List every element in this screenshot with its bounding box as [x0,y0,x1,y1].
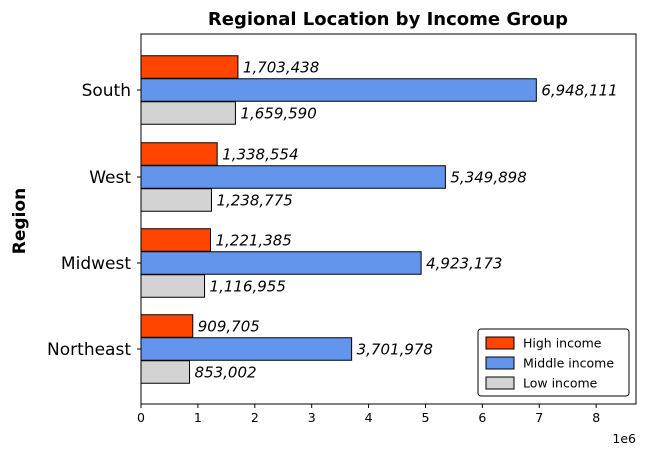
data-label: 5,349,898 [450,169,526,187]
x-tick-label: 0 [137,410,145,425]
bar-low-income-midwest [140,274,206,298]
legend-swatch [485,376,515,390]
bar-middle-income-south [140,78,537,102]
bar-high-income-midwest [140,228,211,252]
data-label: 1,338,554 [222,146,298,164]
bar-middle-income-west [140,165,446,189]
bar-low-income-northeast [140,360,191,384]
legend-box [477,328,630,397]
data-label: 3,701,978 [357,341,433,359]
bar-high-income-west [140,142,218,166]
legend-entry: High income [523,336,602,351]
x-tick-label: 5 [422,410,430,425]
data-label: 1,116,955 [210,278,286,296]
x-tick-label: 8 [592,410,600,425]
x-tick-label: 4 [365,410,373,425]
bar-low-income-south [140,101,236,125]
y-tick-label: Midwest [61,254,131,274]
data-label: 4,923,173 [426,255,502,273]
plot-area: 909,705 1,221,385 1,338,554 1,703,438 3,701,… [140,33,637,405]
legend: High income Middle income Low income [477,328,630,397]
data-label: 6,948,111 [541,82,617,100]
legend-entry: Middle income [523,356,614,371]
data-label: 909,705 [198,318,260,336]
y-axis-label: Region [10,188,30,254]
bar-middle-income-northeast [140,337,353,361]
x-tick-label: 6 [478,410,486,425]
chart-title: Regional Location by Income Group [208,9,568,30]
x-axis-offset-label: 1e6 [612,431,636,446]
x-tick-label: 7 [535,410,543,425]
y-tick-label: West [89,168,131,188]
data-label: 853,002 [195,364,257,382]
data-label: 1,238,775 [216,192,292,210]
x-tick-label: 1 [194,410,202,425]
y-tick-label: South [82,81,131,101]
legend-swatch [485,356,515,370]
legend-entry: Low income [523,376,598,391]
x-tick-label: 2 [251,410,259,425]
bar-middle-income-midwest [140,251,422,275]
y-tick-label: Northeast [47,340,131,360]
x-tick-label: 3 [308,410,316,425]
data-label: 1,703,438 [243,59,319,77]
data-label: 1,659,590 [240,105,316,123]
plot-frame [140,33,637,405]
legend-swatch [485,336,515,350]
x-axis: 0 1 2 3 4 5 6 7 8 [137,404,600,425]
bar-high-income-south [140,55,239,79]
bar-low-income-west [140,188,212,212]
bar-high-income-northeast [140,314,194,338]
y-axis: Northeast Midwest West South [47,81,141,360]
data-label: 1,221,385 [215,232,291,250]
